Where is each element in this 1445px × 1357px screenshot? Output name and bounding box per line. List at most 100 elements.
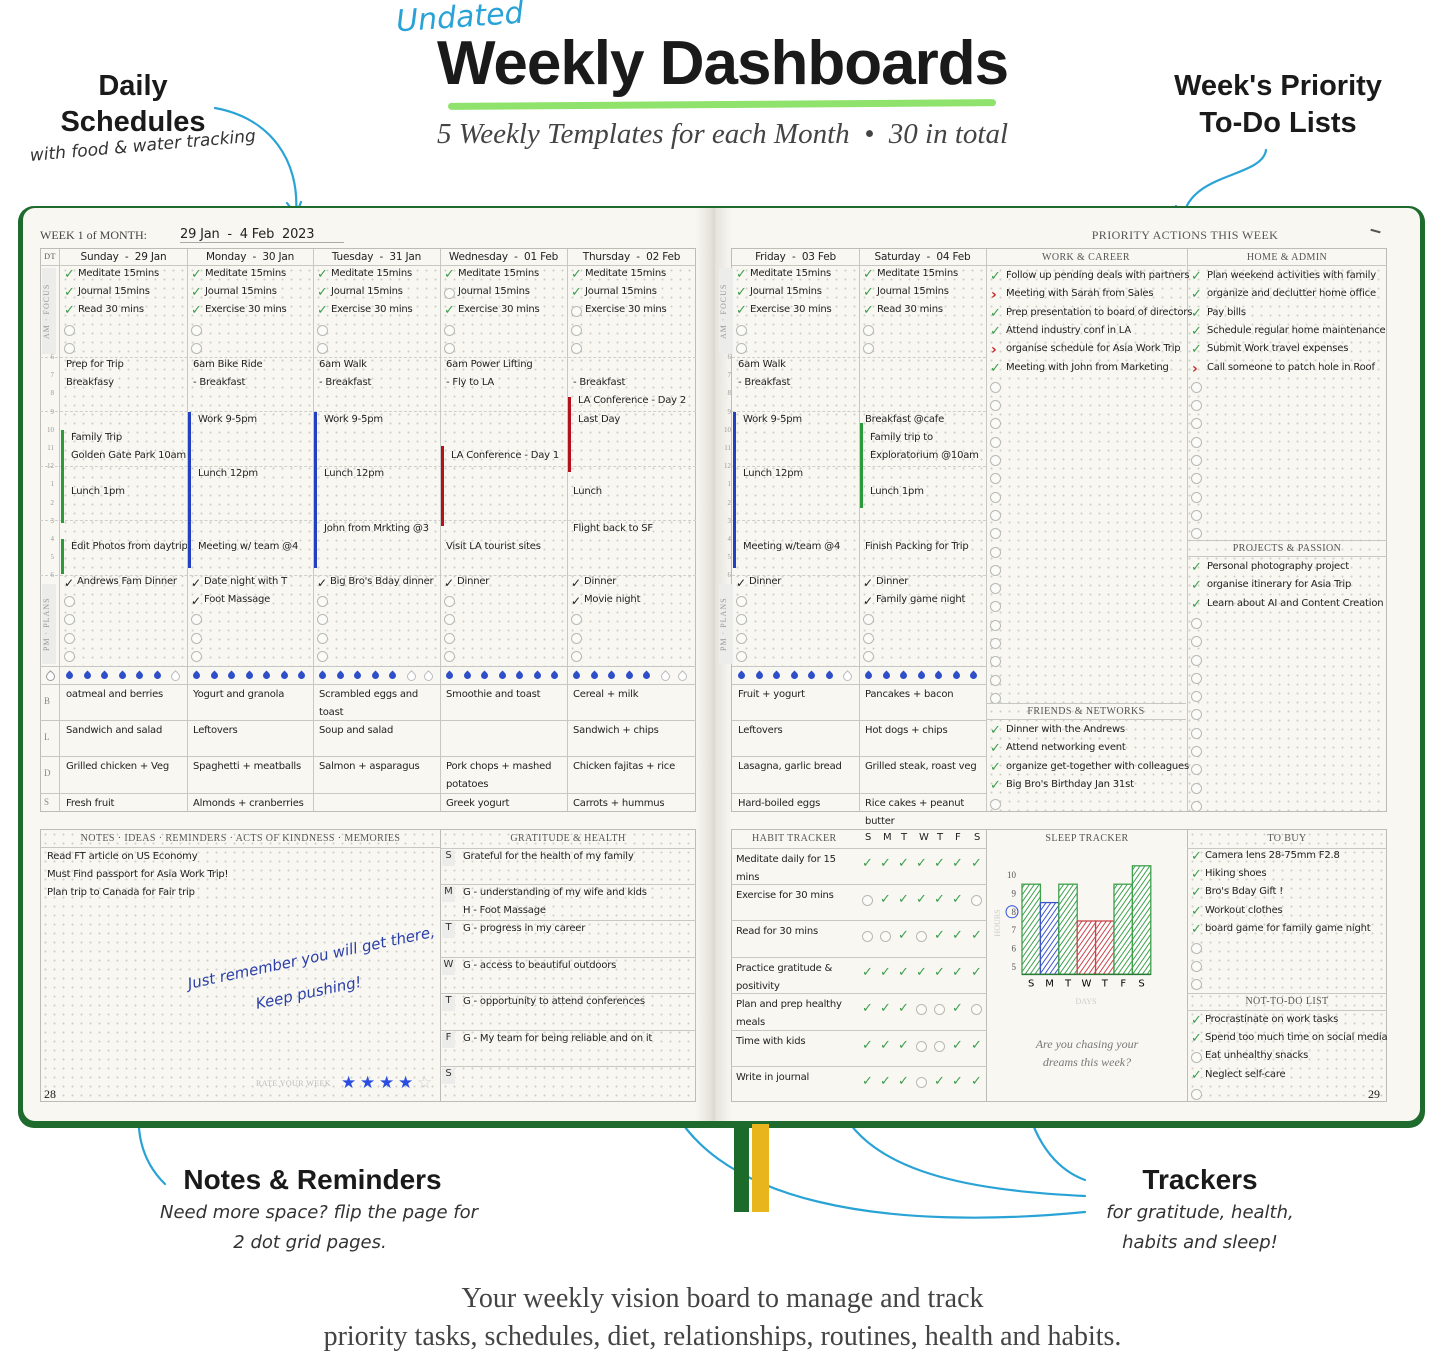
schedule-event[interactable]: Golden Gate Park 10am [71,450,186,461]
checkbox-empty[interactable] [64,614,75,626]
schedule-event[interactable]: 6am Walk [319,359,367,370]
habit-checkbox-empty[interactable] [862,931,873,942]
checkbox-empty[interactable] [444,288,455,300]
schedule-event[interactable]: LA Conference - Day 2 [578,395,687,407]
checkbox-empty[interactable] [1191,436,1202,448]
habit-check-icon[interactable]: ✓ [880,965,891,980]
meal-entry[interactable]: Rice cakes + peanut butter [865,798,965,827]
priority-item[interactable]: Big Bro's Birthday Jan 31st [1006,778,1134,790]
check-icon[interactable]: ✓ [571,285,582,301]
schedule-event[interactable]: Breakfasy [66,377,114,389]
habit-check-icon[interactable]: ✓ [898,1038,909,1053]
habit-check-icon[interactable]: ✓ [971,965,982,980]
to-buy-item[interactable]: Bro's Bday Gift ! [1205,886,1284,898]
checkbox-empty[interactable] [990,509,1001,521]
habit-check-icon[interactable]: ✓ [898,892,909,907]
schedule-event[interactable]: Work 9-5pm [324,413,383,425]
checkbox-empty[interactable] [1191,1052,1202,1064]
habit-checkbox-empty[interactable] [916,931,927,942]
priority-item[interactable]: Meeting with Sarah from Sales [1006,288,1154,300]
gratitude-entry[interactable]: Grateful for the health of my family [463,851,634,862]
schedule-event[interactable]: Meeting w/team @4 [743,541,841,552]
checkbox-empty[interactable] [990,381,1001,393]
check-icon[interactable]: ✓ [1191,1067,1202,1083]
habit-checkbox-empty[interactable] [934,1004,945,1015]
checkbox-empty[interactable] [863,650,874,662]
checkbox-empty[interactable] [317,614,328,626]
habit-check-icon[interactable]: ✓ [952,892,963,907]
habit-check-icon[interactable]: ✓ [934,1074,945,1089]
checkbox-empty[interactable] [990,601,1001,613]
checkbox-empty[interactable] [990,564,1001,576]
priority-item[interactable]: Prep presentation to board of directors [1006,306,1193,318]
meal-entry[interactable]: Grilled steak, roast veg [865,761,977,772]
habit-check-icon[interactable]: ✓ [971,1074,982,1089]
check-icon[interactable]: ✓ [1191,903,1202,919]
meal-entry[interactable]: Sandwich + chips [573,725,659,736]
check-icon[interactable]: ✓ [1191,578,1202,594]
priority-item[interactable]: Submit Work travel expenses [1207,343,1349,355]
check-icon[interactable]: ✓ [990,777,1001,793]
to-buy-item[interactable]: board game for family game night [1205,922,1371,934]
migrated-arrow-icon[interactable]: › [1192,360,1198,377]
habit-check-icon[interactable]: ✓ [880,856,891,871]
checkbox-empty[interactable] [1191,636,1202,648]
meal-entry[interactable]: Salmon + asparagus [319,761,420,772]
checkbox-empty[interactable] [1191,709,1202,721]
am-focus-item[interactable]: Meditate 15mins [750,268,831,279]
check-icon[interactable]: ✓ [1191,596,1202,612]
check-icon[interactable]: ✓ [990,759,1001,775]
am-focus-item[interactable]: Meditate 15mins [331,268,412,279]
check-icon[interactable]: ✓ [191,576,202,590]
checkbox-empty[interactable] [444,650,455,662]
check-icon[interactable]: ✓ [444,267,455,282]
star-filled-icon[interactable]: ★ [341,1073,357,1093]
checkbox-empty[interactable] [1191,943,1202,954]
pm-plan-item[interactable]: Family game night [876,594,966,606]
meal-entry[interactable]: Leftovers [193,725,238,736]
habit-checkbox-empty[interactable] [880,931,891,942]
not-to-do-item[interactable]: Neglect self-care [1205,1068,1286,1080]
am-focus-item[interactable]: Exercise 30 mins [585,304,667,316]
meal-entry[interactable]: Greek yogurt [446,798,510,809]
am-focus-item[interactable]: Journal 15mins [458,286,530,298]
checkbox-empty[interactable] [571,614,582,626]
priority-item[interactable]: Attend industry conf in LA [1006,324,1132,336]
pm-plan-item[interactable]: Dinner [749,576,782,587]
checkbox-empty[interactable] [863,614,874,626]
check-icon[interactable]: ✓ [736,576,747,590]
habit-check-icon[interactable]: ✓ [898,965,909,980]
checkbox-empty[interactable] [571,632,582,644]
check-icon[interactable]: ✓ [64,267,75,282]
checkbox-empty[interactable] [191,632,202,644]
schedule-event[interactable]: Lunch [573,486,602,498]
habit-check-icon[interactable]: ✓ [880,1001,891,1016]
check-icon[interactable]: ✓ [1191,342,1202,358]
checkbox-empty[interactable] [990,638,1001,649]
am-focus-item[interactable]: Journal 15mins [78,286,150,298]
habit-check-icon[interactable]: ✓ [952,1038,963,1053]
meal-entry[interactable]: Soup and salad [319,725,394,736]
checkbox-empty[interactable] [317,342,328,354]
habit-checkbox-empty[interactable] [862,895,873,906]
habit-check-icon[interactable]: ✓ [952,965,963,980]
check-icon[interactable]: ✓ [444,576,455,590]
habit-check-icon[interactable]: ✓ [934,892,945,907]
schedule-event[interactable]: Flight back to SF [573,522,653,534]
schedule-event[interactable]: 6am Power Lifting [446,359,533,370]
habit-check-icon[interactable]: ✓ [862,965,873,980]
check-icon[interactable]: ✓ [64,303,75,319]
priority-item[interactable]: organise itinerary for Asia Trip [1207,579,1352,591]
meal-entry[interactable]: Yogurt and granola [193,689,285,700]
checkbox-empty[interactable] [736,650,747,662]
check-icon[interactable]: ✓ [990,269,1001,284]
checkbox-empty[interactable] [64,324,75,336]
pm-plan-item[interactable]: Dinner [584,576,617,587]
schedule-event[interactable]: Visit LA tourist sites [446,541,541,552]
check-icon[interactable]: ✓ [317,267,328,282]
checkbox-empty[interactable] [191,650,202,662]
note-item[interactable]: Read FT article on US Economy [47,851,198,862]
checkbox-empty[interactable] [736,342,747,354]
check-icon[interactable]: ✓ [990,741,1001,757]
checkbox-empty[interactable] [1191,509,1202,521]
